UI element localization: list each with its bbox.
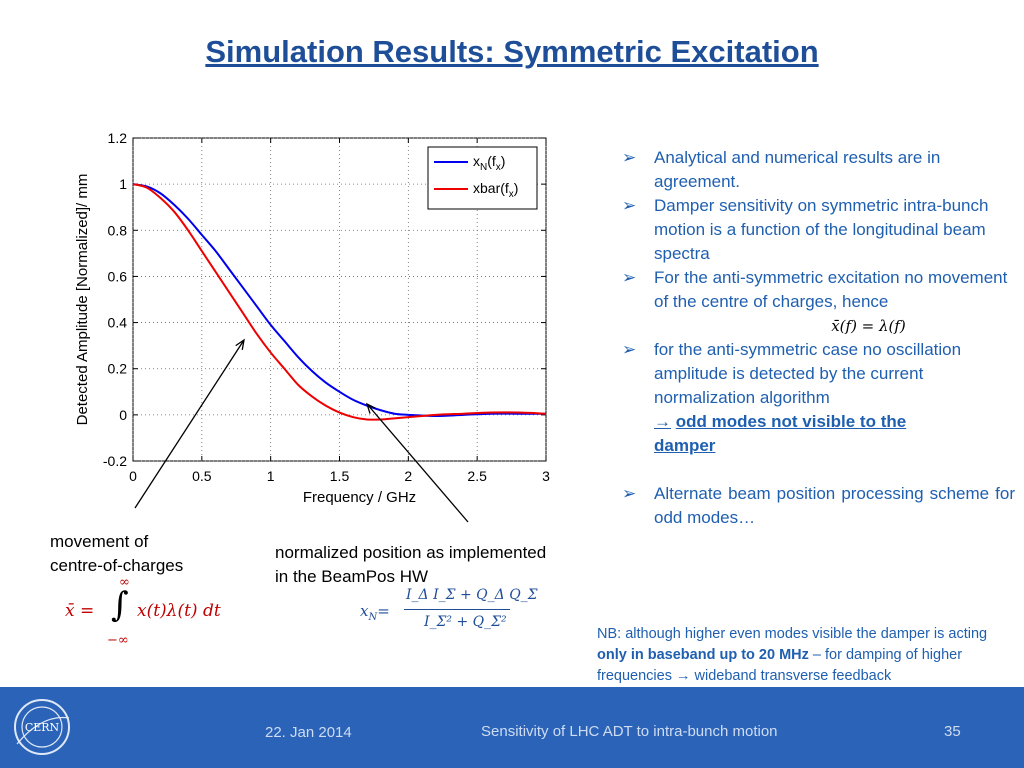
integral-lower-limit: −∞ — [107, 633, 129, 648]
formula-lhs: xN= — [360, 602, 390, 623]
movement-arrow-head — [235, 338, 245, 350]
formula-denominator: I_Σ² + Q_Σ² — [424, 614, 507, 630]
bullet-item: ➢ for the anti-symmetric case no oscillat… — [620, 338, 1015, 458]
normalized-position-line1: normalized position as implemented — [275, 543, 547, 562]
y-tick-label: 0.6 — [108, 268, 128, 284]
svg-text:CERN: CERN — [25, 721, 60, 734]
normalized-position-line2: in the BeamPos HW — [275, 567, 429, 586]
footer-page-number: 35 — [944, 723, 961, 740]
integral-upper-limit: ∞ — [119, 575, 130, 590]
odd-modes-link-line1: odd modes not visible to the — [675, 412, 907, 431]
legend-box — [427, 146, 538, 210]
bullet-text: Damper sensitivity on symmetric intra-bu… — [654, 196, 989, 263]
footer-date: 22. Jan 2014 — [265, 724, 352, 741]
bullet-item: ➢ Damper sensitivity on symmetric intra-b… — [620, 194, 1015, 266]
y-tick-label: 0 — [119, 407, 127, 423]
bullet-item: ➢ Analytical and numerical results are in… — [620, 146, 1015, 194]
x-tick-label: 0.5 — [192, 468, 212, 484]
fraction-bar — [404, 609, 510, 610]
legend-entry: xbar(fx) — [473, 180, 518, 200]
x-axis-label: Frequency / GHz — [303, 489, 416, 506]
integral-sign: ∫ — [111, 585, 129, 625]
y-tick-label: 1.2 — [108, 130, 128, 146]
footer-talk-title: Sensitivity of LHC ADT to intra-bunch mo… — [481, 723, 778, 740]
y-tick-label: -0.2 — [103, 453, 127, 469]
x-tick-label: 2.5 — [467, 468, 487, 484]
normalized-position-arrow — [366, 403, 469, 523]
series-line-2 — [132, 183, 547, 421]
x-tick-label: 1 — [267, 468, 275, 484]
movement-arrow — [134, 339, 245, 509]
integral-body: x(t)λ(t) dt — [137, 601, 221, 621]
bullet-text: Alternate beam position processing schem… — [654, 484, 1015, 527]
normalized-position-formula: xN= I_Δ I_Σ + Q_Δ Q_Σ I_Σ² + Q_Σ² — [360, 585, 538, 645]
nb-note: NB: although higher even modes visible t… — [597, 626, 988, 684]
arrow-bullet-icon: ➢ — [622, 268, 637, 287]
y-tick-label: 0.4 — [108, 315, 128, 331]
x-tick-label: 1.5 — [330, 468, 350, 484]
odd-modes-arrow-icon: → — [654, 412, 671, 431]
x-tick-label: 0 — [129, 468, 137, 484]
x-tick-label: 3 — [542, 468, 550, 484]
odd-modes-link-line2: damper — [654, 436, 716, 455]
arrow-bullet-icon: ➢ — [622, 148, 637, 167]
movement-label-line1: movement of — [50, 532, 149, 551]
arrow-bullet-icon: ➢ — [622, 484, 637, 503]
integral-lhs: x̄ = — [65, 601, 95, 621]
centre-of-charges-integral: x̄ = ∞ ∫ −∞ x(t)λ(t) dt — [65, 575, 245, 655]
slide-title: Simulation Results: Symmetric Excitation — [205, 34, 819, 69]
bullet-text: Analytical and numerical results are in … — [654, 148, 941, 191]
y-tick-label: 1 — [119, 176, 127, 192]
bullet-text: For the anti-symmetric excitation no mov… — [654, 268, 1008, 311]
normalized-position-label: normalized position as implemented in th… — [275, 541, 546, 589]
centre-of-charge-formula: x̄(f) = λ(f) — [831, 317, 906, 335]
bullet-text: for the anti-symmetric case no oscillati… — [654, 340, 962, 407]
legend-entry: xN(fx) — [473, 153, 505, 173]
arrow-bullet-icon: ➢ — [622, 196, 637, 215]
amplitude-chart: 0 0.5 1 1.5 2 2.5 3-0.200.20.40.60.811.2Freque… — [74, 130, 550, 523]
bullet-item: ➢ Alternate beam position processing sche… — [620, 482, 1015, 530]
bullet-list: ➢ Analytical and numerical results are in… — [620, 146, 1015, 530]
y-tick-label: 0.8 — [108, 222, 128, 238]
movement-label: movement of centre-of-charges — [50, 530, 183, 578]
y-tick-label: 0.2 — [108, 361, 128, 377]
formula-numerator: I_Δ I_Σ + Q_Δ Q_Σ — [406, 587, 538, 603]
y-axis-label: Detected Amplitude [Normalized]/ mm — [74, 174, 91, 426]
movement-label-line2: centre-of-charges — [50, 556, 184, 575]
normalized-position-arrow-head — [365, 402, 377, 414]
arrow-bullet-icon: ➢ — [622, 340, 637, 359]
x-tick-label: 2 — [404, 468, 412, 484]
bullet-item: ➢ For the anti-symmetric excitation no mo… — [620, 266, 1015, 338]
cern-logo-icon: CERN — [14, 699, 70, 755]
footer-bar: CERN 22. Jan 2014 Sensitivity of LHC ADT… — [0, 687, 1024, 768]
